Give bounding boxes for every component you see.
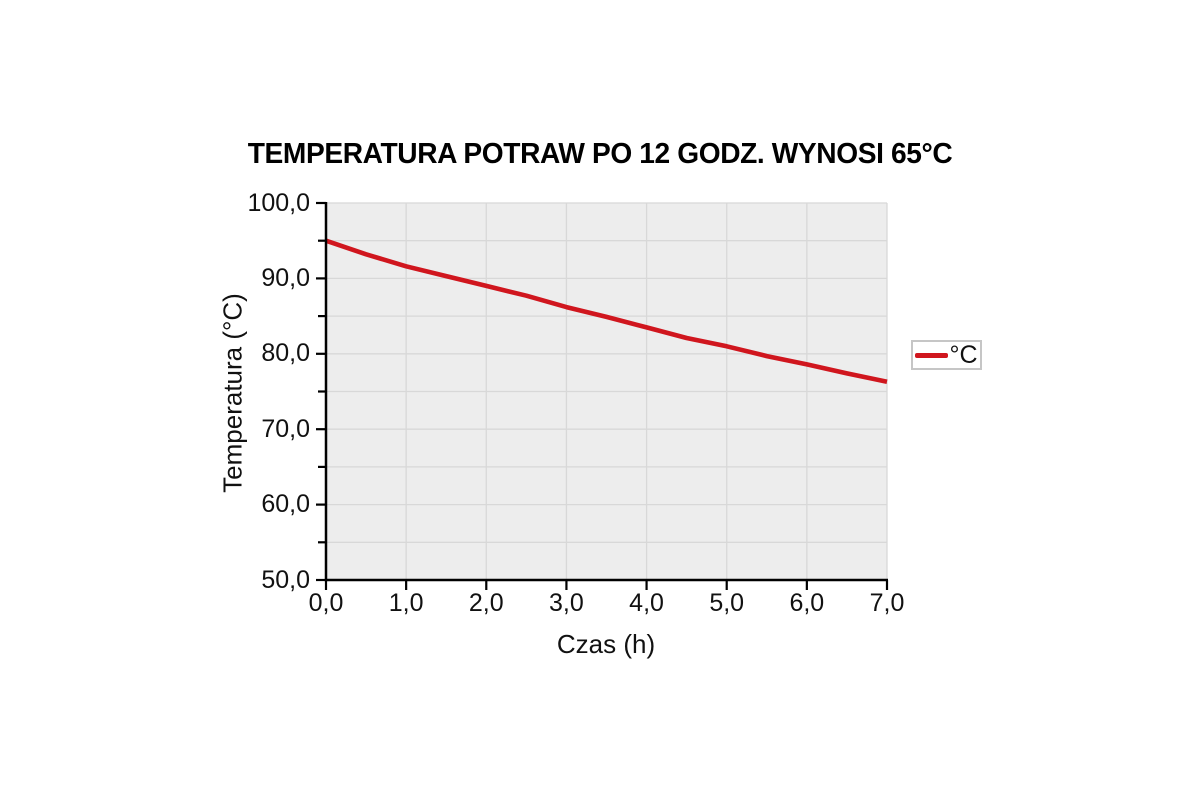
legend: °C bbox=[911, 340, 982, 370]
x-tick-label: 5,0 bbox=[709, 589, 745, 617]
x-tick-label: 7,0 bbox=[869, 589, 905, 617]
x-tick-label: 6,0 bbox=[789, 589, 825, 617]
x-tick-label: 4,0 bbox=[629, 589, 664, 617]
chart-title: TEMPERATURA POTRAW PO 12 GODZ. WYNOSI 65… bbox=[247, 138, 953, 170]
x-tick-label: 0,0 bbox=[308, 589, 344, 617]
y-tick-label: 80,0 bbox=[261, 339, 310, 368]
y-tick-label: 50,0 bbox=[261, 565, 310, 594]
y-tick-label: 70,0 bbox=[261, 414, 310, 443]
x-tick-label: 1,0 bbox=[388, 589, 424, 617]
legend-line-swatch bbox=[915, 352, 949, 358]
legend-label: °C bbox=[949, 340, 978, 369]
y-tick-label: 60,0 bbox=[261, 490, 310, 519]
x-axis-label: Czas (h) bbox=[556, 629, 656, 659]
y-tick-label: 90,0 bbox=[261, 263, 310, 292]
x-tick-label: 3,0 bbox=[549, 589, 584, 617]
y-tick-label: 100,0 bbox=[247, 188, 310, 217]
x-tick-label: 2,0 bbox=[468, 589, 504, 617]
series-line bbox=[325, 238, 888, 384]
